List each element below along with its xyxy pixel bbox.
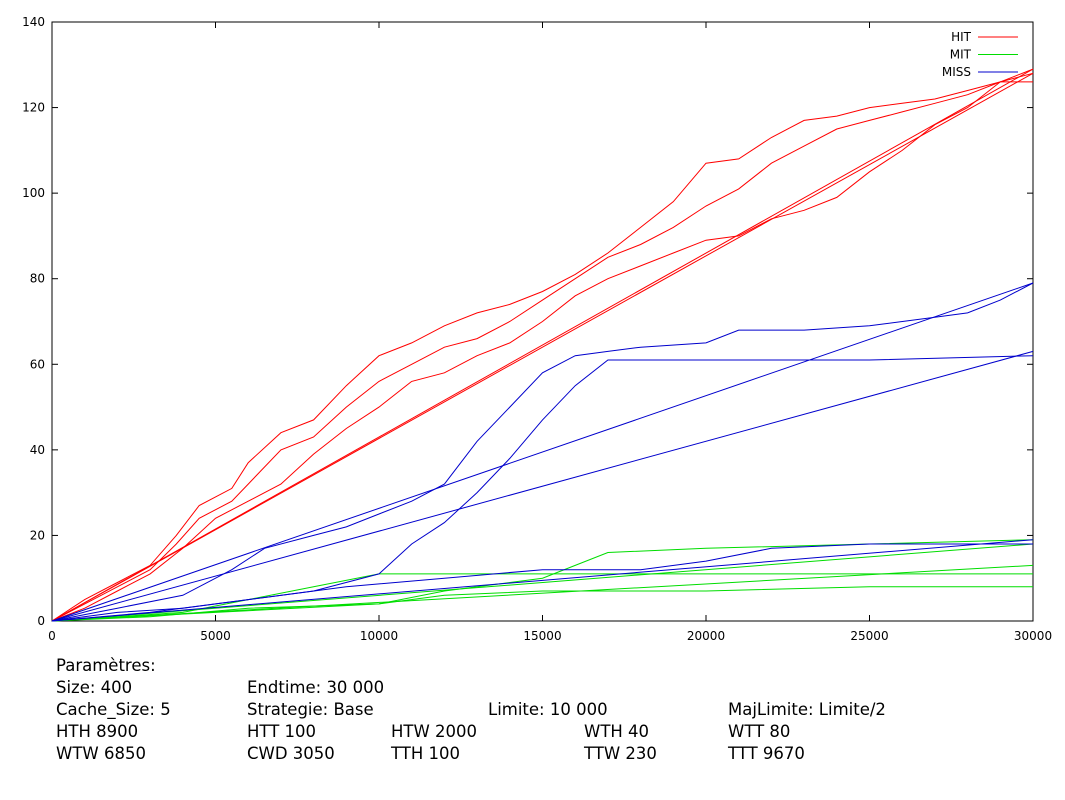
x-tick-label: 15000 xyxy=(523,629,561,643)
series-line-miss xyxy=(51,282,1034,622)
line-chart: 0 5000 10000 15000 20000 25000 30000 0 20 40 60 80 1… xyxy=(22,15,1052,643)
legend-label-mit: MIT xyxy=(950,48,972,62)
series-line-hit xyxy=(51,68,1034,622)
series-layer xyxy=(51,68,1034,622)
series-line-hit xyxy=(51,72,1034,622)
series-line-hit xyxy=(51,68,1034,622)
parameter-value: HTT 100 xyxy=(247,722,317,741)
axis-ticks: 0 5000 10000 15000 20000 25000 30000 0 20 40 60 80 1… xyxy=(22,15,1052,643)
x-tick-label: 0 xyxy=(48,629,56,643)
parameter-value: TTT 9670 xyxy=(728,744,805,763)
y-tick-label: 100 xyxy=(22,186,45,200)
y-tick-label: 20 xyxy=(30,528,45,542)
series-line-hit xyxy=(51,72,1034,622)
y-tick-label: 40 xyxy=(30,443,45,457)
parameter-value: Limite: 10 000 xyxy=(488,700,608,719)
x-tick-label: 5000 xyxy=(200,629,231,643)
parameter-value: HTW 2000 xyxy=(391,722,478,741)
parameter-value: MajLimite: Limite/2 xyxy=(728,700,886,719)
y-tick-label: 80 xyxy=(30,272,45,286)
parameter-value: Endtime: 30 000 xyxy=(247,678,385,697)
legend: HIT MIT MISS xyxy=(942,30,1018,79)
series-line-mit xyxy=(51,564,1034,622)
parameters-title: Paramètres: xyxy=(56,656,156,675)
series-line-mit xyxy=(51,543,1034,622)
parameter-value: Cache_Size: 5 xyxy=(56,700,171,719)
y-tick-label: 0 xyxy=(37,614,45,628)
parameter-value: WTH 40 xyxy=(584,722,650,741)
x-tick-label: 10000 xyxy=(360,629,398,643)
x-tick-label: 20000 xyxy=(687,629,725,643)
y-tick-label: 140 xyxy=(22,15,45,29)
x-tick-label: 25000 xyxy=(850,629,888,643)
series-line-miss xyxy=(51,355,1034,622)
series-line-mit xyxy=(51,573,1033,622)
parameter-value: Size: 400 xyxy=(56,678,133,697)
parameter-value: WTW 6850 xyxy=(56,744,146,763)
y-tick-label: 60 xyxy=(30,357,45,371)
parameter-value: TTH 100 xyxy=(391,744,461,763)
x-tick-label: 30000 xyxy=(1014,629,1052,643)
parameter-value: TTW 230 xyxy=(584,744,657,763)
series-line-miss xyxy=(51,282,1034,622)
parameter-value: WTT 80 xyxy=(728,722,791,741)
series-line-miss xyxy=(51,543,1033,622)
parameter-value: HTH 8900 xyxy=(56,722,139,741)
parameter-value: Strategie: Base xyxy=(247,700,374,719)
series-line-miss xyxy=(51,539,1034,622)
series-line-hit xyxy=(51,81,1033,622)
y-tick-label: 120 xyxy=(22,101,45,115)
legend-label-miss: MISS xyxy=(942,65,971,79)
series-line-mit xyxy=(51,539,1034,622)
series-line-miss xyxy=(51,350,1034,622)
legend-label-hit: HIT xyxy=(951,30,972,44)
parameter-value: CWD 3050 xyxy=(247,744,335,763)
